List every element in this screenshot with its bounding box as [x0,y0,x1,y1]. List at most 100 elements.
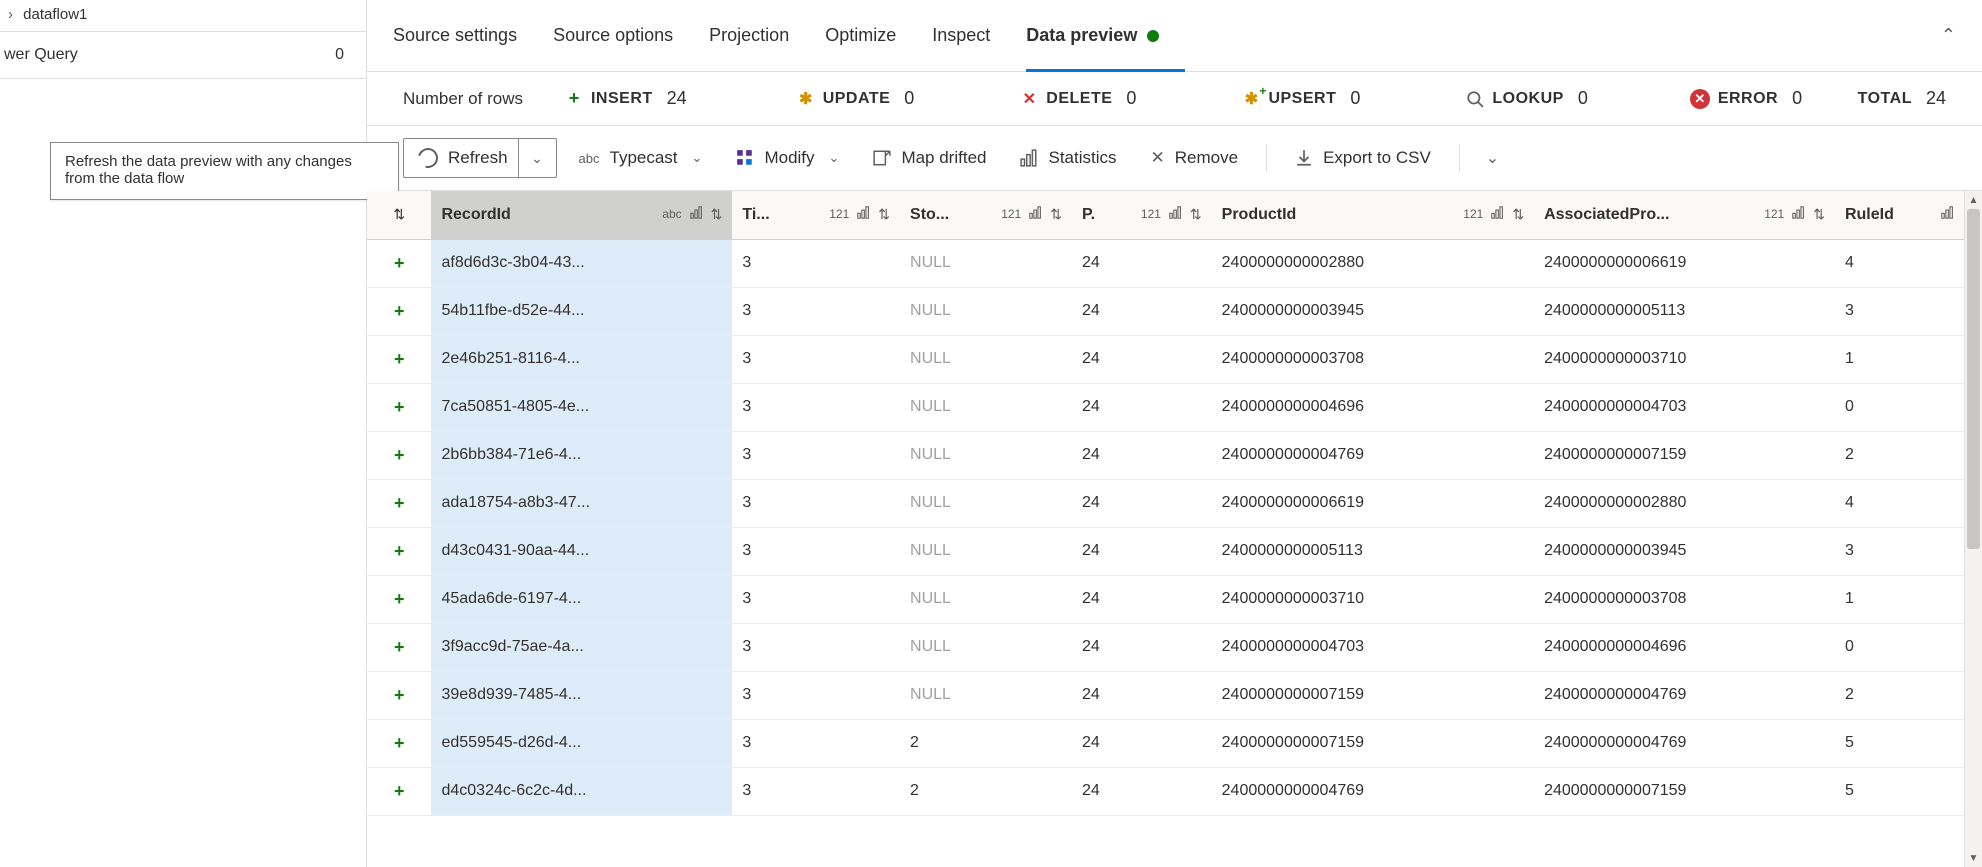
column-header-rowop[interactable]: ⇅ [367,191,431,239]
cell-AssociatedPro: 2400000000004696 [1534,623,1835,671]
column-header-Ti[interactable]: Ti...121⇅ [732,191,900,239]
cell-ProductId: 2400000000004703 [1212,623,1534,671]
tab-data-preview[interactable]: Data preview [1026,0,1159,71]
left-sub-row[interactable]: wer Query 0 [0,32,366,79]
column-title: RuleId [1845,206,1894,223]
column-stats-icon[interactable] [1941,206,1954,222]
cell-Sto: NULL [900,623,1072,671]
cell-RecordId: d4c0324c-6c2c-4d... [431,767,732,815]
sort-icon[interactable]: ⇅ [1813,206,1825,223]
more-options-button[interactable]: ⌄ [1476,148,1505,168]
tab-label: Optimize [825,25,896,46]
tab-inspect[interactable]: Inspect [932,0,990,71]
statistics-button[interactable]: Statistics [1008,148,1128,168]
column-header-P[interactable]: P.121⇅ [1072,191,1212,239]
table-row[interactable]: +3f9acc9d-75ae-4a...3NULL242400000000004… [367,623,1964,671]
table-row[interactable]: +2b6bb384-71e6-4...3NULL2424000000000047… [367,431,1964,479]
cell-Sto: NULL [900,527,1072,575]
tab-projection[interactable]: Projection [709,0,789,71]
table-row[interactable]: +2e46b251-8116-4...3NULL2424000000000037… [367,335,1964,383]
tab-optimize[interactable]: Optimize [825,0,896,71]
column-header-ProductId[interactable]: ProductId121⇅ [1212,191,1534,239]
cell-ProductId: 2400000000003708 [1212,335,1534,383]
cell-P: 24 [1072,767,1212,815]
stat-name: INSERT [591,90,653,108]
insert-row-icon: + [394,781,405,801]
export-csv-button[interactable]: Export to CSV [1283,148,1443,168]
dataflow-title[interactable]: › dataflow1 [0,0,366,32]
tab-label: Inspect [932,25,990,46]
cell-RuleId: 4 [1835,239,1964,287]
sort-icon[interactable]: ⇅ [878,206,890,223]
export-label: Export to CSV [1323,148,1431,168]
scroll-thumb[interactable] [1967,209,1980,549]
table-row[interactable]: +af8d6d3c-3b04-43...3NULL242400000000002… [367,239,1964,287]
left-sub-label: wer Query [4,46,78,64]
abc-icon: abc [579,151,600,166]
cell-rowop: + [367,335,431,383]
cell-ProductId: 2400000000007159 [1212,719,1534,767]
data-grid[interactable]: ⇅RecordIdabc⇅Ti...121⇅Sto...121⇅P.121⇅Pr… [367,191,1964,867]
sort-icon[interactable]: ⇅ [1190,206,1202,223]
chevron-down-icon: ⌄ [829,150,840,166]
tab-label: Data preview [1026,25,1137,46]
cell-rowop: + [367,239,431,287]
table-row[interactable]: +54b11fbe-d52e-44...3NULL242400000000003… [367,287,1964,335]
chevron-right-icon: › [8,6,13,23]
cell-rowop: + [367,383,431,431]
cell-Sto: NULL [900,335,1072,383]
sort-icon[interactable]: ⇅ [711,206,723,223]
refresh-button[interactable]: Refresh ⌄ [403,138,557,178]
cell-rowop: + [367,287,431,335]
column-stats-icon[interactable] [1029,206,1042,222]
scroll-up-arrow-icon[interactable]: ▲ [1965,191,1982,209]
table-row[interactable]: +d4c0324c-6c2c-4d...32242400000000004769… [367,767,1964,815]
cell-RecordId: ada18754-a8b3-47... [431,479,732,527]
cell-RuleId: 0 [1835,383,1964,431]
stat-value: 0 [1350,88,1360,109]
table-row[interactable]: +ed559545-d26d-4...322424000000000071592… [367,719,1964,767]
modify-button[interactable]: Modify ⌄ [724,148,851,168]
stats-bar: Number of rows + INSERT 24 ✱ UPDATE 0 ✕ … [367,72,1982,126]
sort-icon[interactable]: ⇅ [1512,206,1524,223]
collapse-panel-button[interactable]: ⌃ [1941,25,1956,46]
column-stats-icon[interactable] [1792,206,1805,222]
table-row[interactable]: +7ca50851-4805-4e...3NULL242400000000004… [367,383,1964,431]
sort-icon[interactable]: ⇅ [1050,206,1062,223]
column-header-AssociatedPro[interactable]: AssociatedPro...121⇅ [1534,191,1835,239]
column-stats-icon[interactable] [857,206,870,222]
tab-label: Source settings [393,25,517,46]
cell-Sto: NULL [900,671,1072,719]
table-row[interactable]: +d43c0431-90aa-44...3NULL242400000000005… [367,527,1964,575]
table-row[interactable]: +ada18754-a8b3-47...3NULL242400000000006… [367,479,1964,527]
plus-icon: + [565,90,583,108]
cell-P: 24 [1072,431,1212,479]
remove-button[interactable]: ✕ Remove [1139,148,1251,168]
tab-source-options[interactable]: Source options [553,0,673,71]
cell-AssociatedPro: 2400000000004769 [1534,719,1835,767]
chevron-down-icon[interactable]: ⌄ [518,139,556,177]
column-header-Sto[interactable]: Sto...121⇅ [900,191,1072,239]
x-icon: ✕ [1020,90,1038,108]
cell-RuleId: 1 [1835,335,1964,383]
column-stats-icon[interactable] [1169,206,1182,222]
table-row[interactable]: +45ada6de-6197-4...3NULL2424000000000037… [367,575,1964,623]
stat-name: UPSERT [1268,90,1336,108]
tab-bar: Source settings Source options Projectio… [367,0,1982,72]
cell-RuleId: 2 [1835,431,1964,479]
scroll-down-arrow-icon[interactable]: ▼ [1965,849,1982,867]
chevron-down-icon: ⌄ [1486,148,1499,168]
table-row[interactable]: +39e8d939-7485-4...3NULL2424000000000071… [367,671,1964,719]
cell-rowop: + [367,671,431,719]
column-stats-icon[interactable] [690,206,703,222]
cell-Ti: 3 [732,575,900,623]
column-stats-icon[interactable] [1491,206,1504,222]
column-header-RecordId[interactable]: RecordIdabc⇅ [431,191,732,239]
vertical-scrollbar[interactable]: ▲ ▼ [1964,191,1982,867]
tab-source-settings[interactable]: Source settings [393,0,517,71]
typecast-button[interactable]: abc Typecast ⌄ [567,148,715,168]
map-drifted-button[interactable]: Map drifted [861,148,998,168]
refresh-tooltip: Refresh the data preview with any change… [50,142,399,200]
column-header-RuleId[interactable]: RuleId [1835,191,1964,239]
toolbar-separator [1266,144,1267,172]
